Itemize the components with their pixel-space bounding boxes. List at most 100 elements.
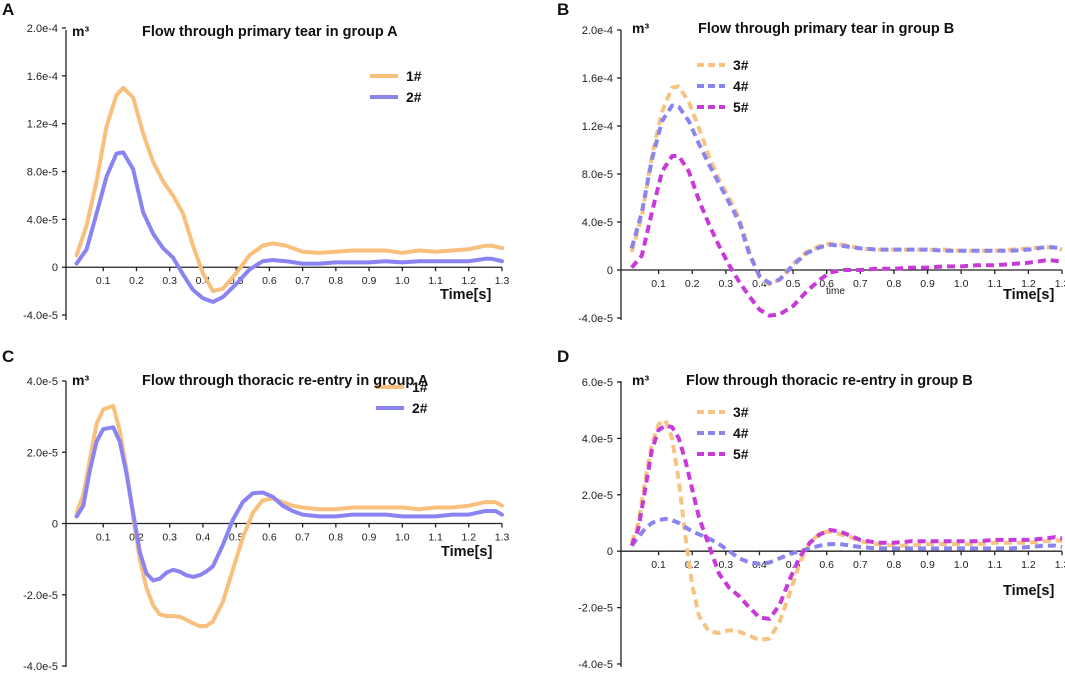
x-tick-label: 0.8 xyxy=(887,559,902,571)
x-tick-label: 0.2 xyxy=(685,278,700,290)
chart-title: Flow through thoracic re-entry in group … xyxy=(142,373,429,389)
y-tick-label: -2.0e-5 xyxy=(578,603,613,615)
x-tick-label: 0.3 xyxy=(719,559,734,571)
x-tick-label: 0.7 xyxy=(853,278,868,290)
y-tick-label: 4.0e-5 xyxy=(27,214,58,226)
y-tick-label: 1.6e-4 xyxy=(27,71,58,83)
x-tick-label: 0.4 xyxy=(196,532,211,544)
x-tick-label: 0.8 xyxy=(329,275,344,287)
panel-letter: D xyxy=(557,347,569,366)
series-line-5 xyxy=(629,423,1063,621)
x-tick-label: 0.3 xyxy=(162,275,177,287)
x-tick-label: 0.7 xyxy=(853,559,868,571)
series-line-5 xyxy=(630,154,1063,318)
x-tick-label: 0.9 xyxy=(920,278,935,290)
x-axis-title: Time[s] xyxy=(1003,583,1054,599)
x-tick-label: 0.8 xyxy=(887,278,902,290)
y-tick-label: 0 xyxy=(607,546,613,558)
x-tick-label: 1.1 xyxy=(428,532,443,544)
x-tick-label: 1.0 xyxy=(954,278,969,290)
x-tick-label: 0.3 xyxy=(162,532,177,544)
legend-label: 2# xyxy=(412,400,428,416)
y-tick-label: -4.0e-5 xyxy=(578,659,613,671)
legend-label: 5# xyxy=(733,99,749,115)
x-tick-label: 1.1 xyxy=(987,559,1002,571)
panel-b: -4.0e-5 0 4.0e-5 8.0e-5 1.2e-4 1.6e-4 2.0e-4 0.… xyxy=(557,0,1065,325)
x-tick-label: 0.5 xyxy=(786,278,801,290)
y-tick-label: -4.0e-5 xyxy=(578,313,613,325)
x-tick-label: 0.7 xyxy=(295,275,310,287)
x-tick-label: 0.1 xyxy=(96,532,111,544)
y-tick-label: 1.2e-4 xyxy=(582,121,613,133)
chart-title: Flow through primary tear in group A xyxy=(142,24,398,40)
x-tick-label: 0.6 xyxy=(262,275,277,287)
x-tick-label: 0.1 xyxy=(651,278,666,290)
y-tick-label: 6.0e-5 xyxy=(582,377,613,389)
panel-a: -4.0e-5 0 4.0e-5 8.0e-5 1.2e-4 1.6e-4 2.0e-4 0.… xyxy=(2,0,509,322)
x-tick-label: 0.6 xyxy=(262,532,277,544)
y-tick-label: -4.0e-5 xyxy=(23,661,58,673)
y-tick-label: 2.0e-4 xyxy=(27,23,58,35)
x-tick-label: 0.9 xyxy=(362,532,377,544)
y-tick-label: -4.0e-5 xyxy=(23,310,58,322)
x-tick-label: 1.1 xyxy=(428,275,443,287)
panel-letter: C xyxy=(2,347,14,366)
y-tick-label: 4.0e-5 xyxy=(27,376,58,388)
panel-letter: B xyxy=(557,0,569,19)
chart-title: Flow through thoracic re-entry in group … xyxy=(686,373,973,389)
x-tick-label: 0.1 xyxy=(651,559,666,571)
y-tick-label: 8.0e-5 xyxy=(582,169,613,181)
y-tick-label: 1.2e-4 xyxy=(27,119,58,131)
y-axis-unit: m³ xyxy=(632,20,649,36)
series-line-4 xyxy=(629,103,1063,286)
y-tick-label: 2.0e-5 xyxy=(27,447,58,459)
x-tick-label: 1.1 xyxy=(987,278,1002,290)
series-line-3 xyxy=(629,84,1063,287)
x-tick-label: 1.3 xyxy=(495,532,510,544)
x-tick-label: 1.2 xyxy=(461,275,476,287)
y-tick-label: 0 xyxy=(607,265,613,277)
x-tick-label: 1.3 xyxy=(495,275,510,287)
y-tick-label: 2.0e-5 xyxy=(582,490,613,502)
panel-c: -4.0e-5-2.0e-502.0e-54.0e-50.1 0.2 0.3 0.4 0… xyxy=(2,347,509,673)
x-tick-label: 0.9 xyxy=(920,559,935,571)
y-axis-unit: m³ xyxy=(72,372,89,388)
series-line-3 xyxy=(629,418,1063,642)
x-tick-label: 0.6 xyxy=(819,559,834,571)
y-tick-label: 0 xyxy=(52,519,58,531)
legend-label: 4# xyxy=(733,78,749,94)
x-tick-label: 1.0 xyxy=(954,559,969,571)
y-tick-label: -2.0e-5 xyxy=(23,590,58,602)
y-tick-label: 0 xyxy=(52,262,58,274)
y-axis-unit: m³ xyxy=(72,23,89,39)
x-tick-label: 1.2 xyxy=(1021,278,1036,290)
chart-title: Flow through primary tear in group B xyxy=(698,21,954,37)
y-axis-unit: m³ xyxy=(632,372,649,388)
y-tick-label: 2.0e-4 xyxy=(582,25,613,37)
x-tick-label: 0.2 xyxy=(129,275,144,287)
y-tick-label: 4.0e-5 xyxy=(582,433,613,445)
series-line-2 xyxy=(74,150,504,304)
series-line-1 xyxy=(74,85,504,294)
x-tick-label: 1.3 xyxy=(1055,559,1065,571)
legend-label: 3# xyxy=(733,57,749,73)
x-tick-label: 1.2 xyxy=(1021,559,1036,571)
legend-label: 2# xyxy=(406,89,422,105)
x-axis-title: Time[s] xyxy=(440,287,491,303)
x-tick-label: 0.2 xyxy=(685,559,700,571)
y-tick-label: 4.0e-5 xyxy=(582,217,613,229)
x-tick-label: 1.3 xyxy=(1055,278,1065,290)
y-tick-label: 8.0e-5 xyxy=(27,167,58,179)
x-tick-label: 0.1 xyxy=(96,275,111,287)
legend-label: 4# xyxy=(733,425,749,441)
legend-label: 3# xyxy=(733,404,749,420)
x-tick-label: 0.8 xyxy=(329,532,344,544)
x-tick-label: 1.0 xyxy=(395,275,410,287)
x-tick-label: 1.0 xyxy=(395,532,410,544)
legend-label: 1# xyxy=(412,379,428,395)
x-tick-label: 0.3 xyxy=(719,278,734,290)
legend-label: 1# xyxy=(406,68,422,84)
x-axis-title: Time[s] xyxy=(1003,287,1054,303)
y-tick-label: 1.6e-4 xyxy=(582,73,613,85)
